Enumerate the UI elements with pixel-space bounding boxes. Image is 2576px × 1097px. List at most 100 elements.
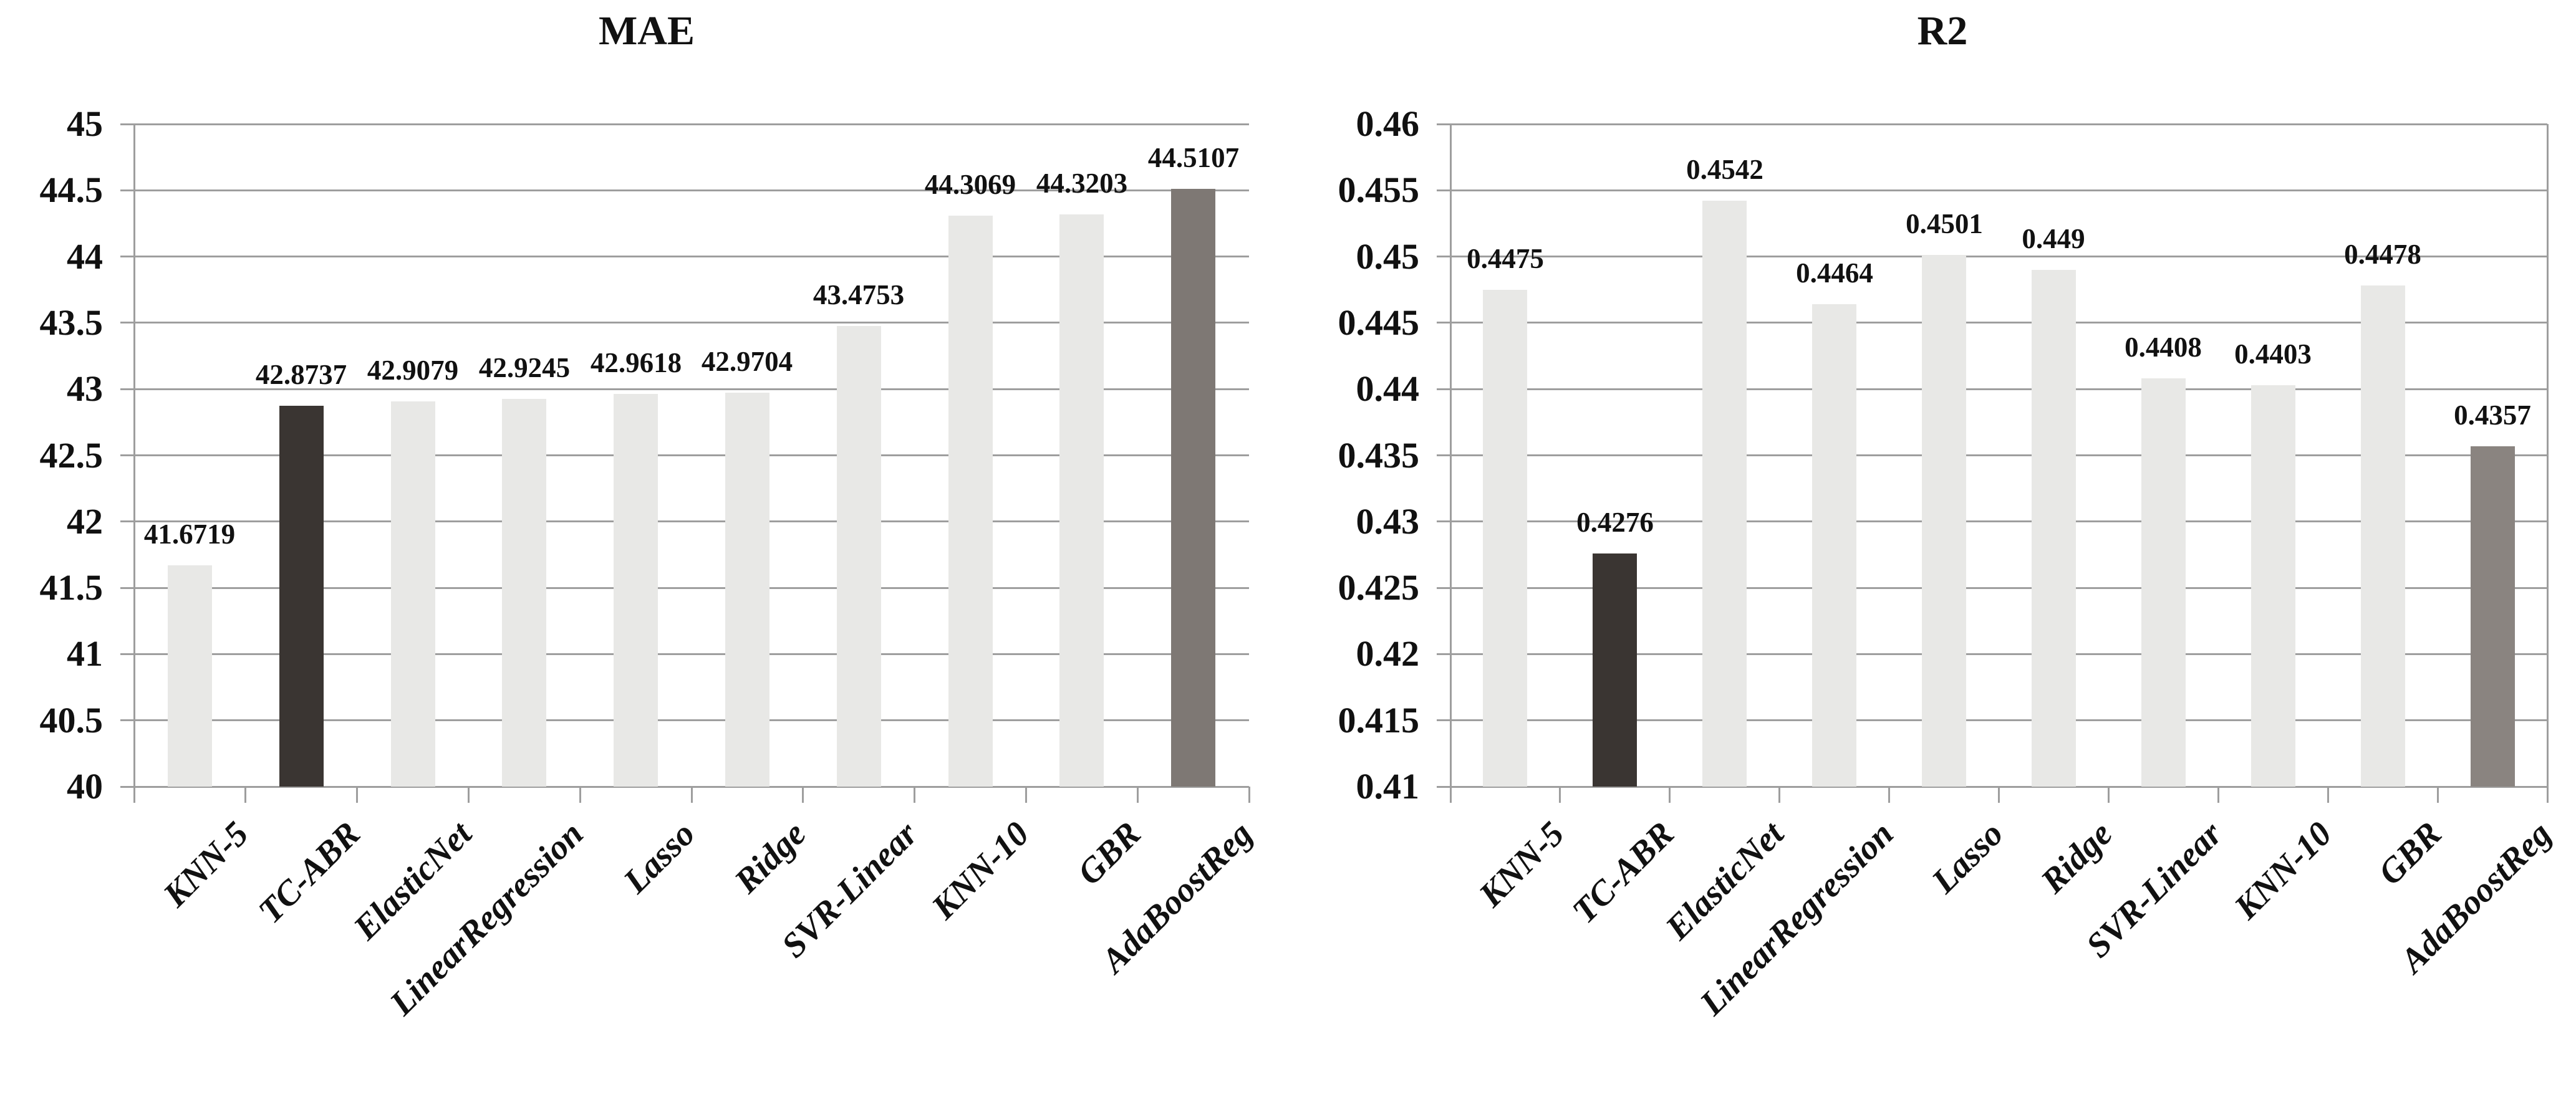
bar <box>1922 255 1966 787</box>
bar <box>168 565 212 787</box>
x-axis-tick <box>2327 787 2329 803</box>
bar-value-label: 0.4542 <box>1686 154 1763 185</box>
r2-chart-title: R2 <box>1917 8 1968 54</box>
bar <box>2141 378 2186 787</box>
bar <box>1483 290 1527 787</box>
y-axis-tick-label: 0.41 <box>1356 766 1420 807</box>
x-axis-tick <box>579 787 581 803</box>
x-axis-tick <box>1888 787 1891 803</box>
bar <box>1171 189 1215 787</box>
y-axis-tick-label: 0.46 <box>1356 103 1420 144</box>
bar-value-label: 42.9704 <box>701 346 793 377</box>
x-axis-tick <box>2546 787 2549 803</box>
y-axis-tick-label: 0.455 <box>1338 170 1420 211</box>
gridline <box>1437 189 2547 191</box>
bar <box>391 401 435 787</box>
gridline <box>1437 322 2547 324</box>
bar-value-label: 43.4753 <box>813 279 905 310</box>
gridline <box>120 322 1249 324</box>
x-axis-tick <box>244 787 247 803</box>
bar <box>614 394 658 787</box>
bar <box>948 216 993 787</box>
bar-value-label: 42.9079 <box>367 355 459 386</box>
bar-value-label: 0.4408 <box>2125 332 2202 363</box>
mae-chart-title: MAE <box>599 8 695 54</box>
y-axis-tick-label: 41.5 <box>39 567 104 608</box>
gridline <box>1437 719 2547 722</box>
gridline <box>1437 653 2547 655</box>
x-axis-tick <box>1998 787 2000 803</box>
bar-value-label: 42.8737 <box>255 359 347 390</box>
gridline <box>120 388 1249 390</box>
y-axis-tick-label: 45 <box>67 103 103 144</box>
x-axis-tick <box>1778 787 1781 803</box>
bar <box>1812 304 1856 787</box>
y-axis-tick-label: 0.43 <box>1356 501 1420 542</box>
x-axis-tick <box>690 787 693 803</box>
bar <box>725 393 769 787</box>
x-axis-tick <box>1136 787 1139 803</box>
y-axis-tick-label: 44.5 <box>39 170 104 211</box>
bar-value-label: 44.3203 <box>1036 168 1128 199</box>
bar <box>2361 285 2405 787</box>
bar-value-label: 0.4464 <box>1796 257 1873 289</box>
x-axis-tick <box>467 787 470 803</box>
x-axis-tick <box>133 787 135 803</box>
bar <box>837 326 881 787</box>
x-axis-tick <box>2217 787 2219 803</box>
bar-value-label: 0.449 <box>2022 223 2085 254</box>
y-axis-tick-label: 0.445 <box>1338 302 1420 343</box>
bar <box>2251 385 2295 787</box>
bar-value-label: 0.4276 <box>1576 507 1654 538</box>
x-axis-tick <box>1248 787 1250 803</box>
y-axis-tick-label: 44 <box>67 236 103 277</box>
bar-value-label: 42.9618 <box>590 347 682 378</box>
bar-value-label: 42.9245 <box>478 352 571 383</box>
gridline <box>120 123 1249 125</box>
y-axis-tick-label: 0.435 <box>1338 434 1420 476</box>
y-axis-tick-label: 40 <box>67 766 103 807</box>
y-axis-tick-label: 0.45 <box>1356 236 1420 277</box>
x-axis-line <box>120 785 1249 788</box>
gridline <box>1437 123 2547 125</box>
x-axis-tick <box>1025 787 1027 803</box>
gridline <box>120 189 1249 191</box>
y-axis-line <box>133 124 135 803</box>
bar <box>1702 201 1747 787</box>
bar <box>1593 553 1637 787</box>
bar-value-label: 0.4478 <box>2344 239 2421 270</box>
y-axis-tick-label: 41 <box>67 633 103 674</box>
x-axis-tick <box>1449 787 1452 803</box>
gridline <box>120 256 1249 258</box>
x-axis-line <box>1437 785 2547 788</box>
x-axis-tick <box>356 787 359 803</box>
x-axis-tick <box>2107 787 2110 803</box>
bar-value-label: 0.4501 <box>1906 208 1983 239</box>
x-axis-tick <box>2436 787 2439 803</box>
gridline <box>1437 587 2547 589</box>
y-axis-tick-label: 0.425 <box>1338 567 1420 608</box>
bar <box>279 406 324 787</box>
y-axis-tick-label: 0.415 <box>1338 699 1420 740</box>
gridline <box>1437 454 2547 456</box>
bar-value-label: 44.5107 <box>1147 142 1240 173</box>
y-axis-tick-label: 40.5 <box>39 699 104 740</box>
x-axis-tick <box>1559 787 1561 803</box>
gridline <box>120 653 1249 655</box>
x-axis-tick <box>1669 787 1671 803</box>
bar <box>2471 446 2515 787</box>
y-axis-tick-label: 0.44 <box>1356 368 1420 410</box>
plot-right-border <box>2546 124 2549 787</box>
gridline <box>1437 256 2547 258</box>
bar-value-label: 0.4357 <box>2454 400 2531 431</box>
bar-value-label: 0.4403 <box>2234 338 2312 370</box>
gridline <box>120 520 1249 523</box>
x-axis-tick <box>802 787 804 803</box>
gridline <box>120 587 1249 589</box>
bar <box>1059 214 1104 787</box>
bar-value-label: 41.6719 <box>143 519 236 550</box>
y-axis-tick-label: 43 <box>67 368 103 410</box>
gridline <box>120 719 1249 722</box>
y-axis-tick-label: 43.5 <box>39 302 104 343</box>
